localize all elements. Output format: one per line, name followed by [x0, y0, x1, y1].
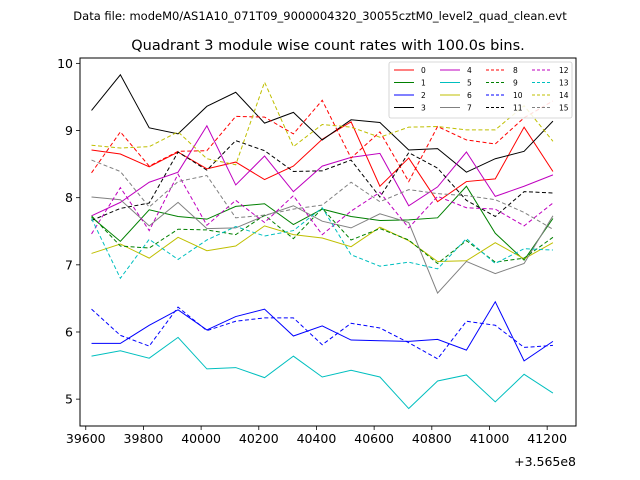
series-line-5 — [91, 336, 554, 410]
x-tick-label: 40000 — [181, 431, 221, 446]
legend-label-11: 11 — [513, 104, 523, 113]
legend-label-4: 4 — [467, 66, 472, 75]
series-line-11 — [91, 140, 553, 221]
legend-label-2: 2 — [421, 91, 426, 100]
y-tick-label: 9 — [65, 123, 73, 138]
x-tick-label: 41000 — [470, 431, 510, 446]
legend-label-0: 0 — [421, 66, 426, 75]
series-line-4 — [91, 124, 554, 217]
series-line-14 — [91, 80, 554, 166]
y-tick-label: 10 — [57, 56, 73, 71]
x-tick-label: 39600 — [66, 431, 106, 446]
legend-box — [388, 61, 573, 119]
x-offset-label: +3.565e8 — [514, 454, 576, 469]
legend-label-7: 7 — [467, 104, 472, 113]
x-tick-label: 39800 — [124, 431, 164, 446]
y-tick-label: 5 — [65, 392, 73, 407]
legend-label-3: 3 — [421, 104, 426, 113]
series-line-7 — [91, 196, 554, 294]
series-line-13 — [91, 207, 553, 280]
legend-label-12: 12 — [559, 66, 569, 75]
y-tick-label: 7 — [65, 257, 73, 272]
y-tick-label: 6 — [65, 324, 73, 339]
legend-label-8: 8 — [513, 66, 518, 75]
legend-label-1: 1 — [421, 79, 426, 88]
legend-label-9: 9 — [513, 79, 518, 88]
x-tick-label: 41200 — [527, 431, 567, 446]
series-line-10 — [91, 306, 553, 360]
x-tick-label: 40200 — [239, 431, 279, 446]
legend-label-13: 13 — [559, 79, 569, 88]
x-tick-label: 40800 — [412, 431, 452, 446]
legend-label-5: 5 — [467, 79, 472, 88]
data-file-label: Data file: modeM0/AS1A10_071T09_90000043… — [73, 9, 567, 23]
x-tick-label: 40600 — [354, 431, 394, 446]
series-line-12 — [91, 173, 554, 236]
series-line-6 — [91, 225, 554, 262]
legend-label-14: 14 — [559, 91, 569, 100]
y-tick-label: 8 — [65, 190, 73, 205]
plot-area: 39600 39800 40000 40200 40400 40600 40800 41000… — [57, 56, 577, 446]
chart-title: Quadrant 3 module wise count rates with … — [131, 38, 525, 54]
series-line-2 — [91, 300, 554, 362]
series-line-8 — [91, 99, 554, 183]
axes-frame — [79, 57, 577, 427]
legend-label-6: 6 — [467, 91, 472, 100]
x-tick-label: 40400 — [297, 431, 337, 446]
legend-label-10: 10 — [513, 91, 523, 100]
legend-label-15: 15 — [559, 104, 569, 113]
